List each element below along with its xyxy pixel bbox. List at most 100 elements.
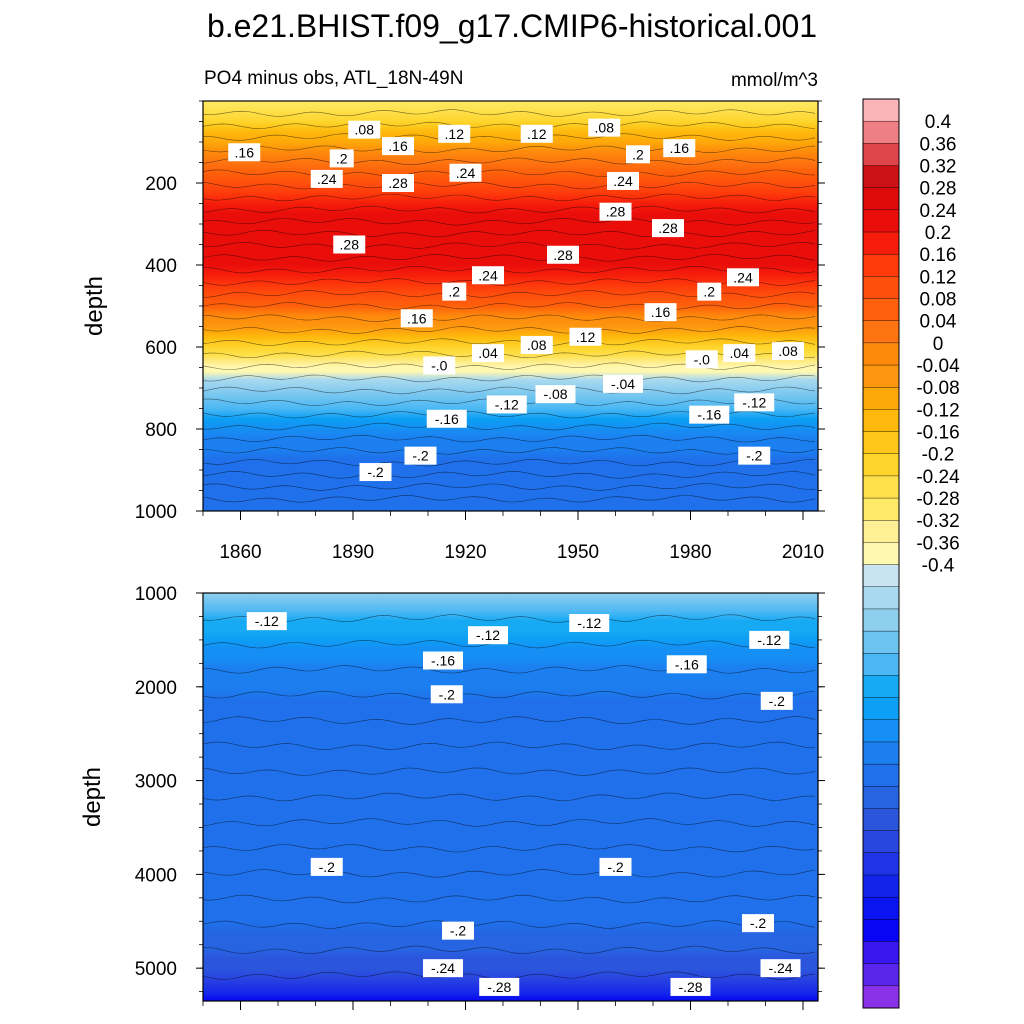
- contour-label-box: [772, 342, 804, 361]
- contour-label-text: .12: [527, 126, 547, 142]
- contour-label-box: [569, 614, 610, 633]
- contour-label-box: [468, 626, 508, 645]
- colorbar-label: -0.24: [916, 467, 960, 488]
- contour-label: -.2: [310, 857, 343, 876]
- colorbar-swatch: [862, 675, 900, 699]
- contour-label-box: [663, 139, 696, 158]
- colorbar-swatch: [862, 253, 900, 277]
- contour-label-box: [382, 137, 414, 156]
- contour-label-text: -.2: [450, 923, 467, 939]
- contour-line: [203, 133, 816, 141]
- lower-panel: -.12 -.12 -.12 -.12 -.16 -.16 -.2 -.2 -.2 -.2 -.2 -…: [79, 584, 825, 1010]
- colorbar-swatches: [862, 98, 900, 1009]
- contour-label-text: -.04: [611, 376, 635, 392]
- contour-label-box: [607, 171, 639, 190]
- contour-line: [203, 690, 816, 700]
- contour-label-text: .08: [595, 120, 615, 136]
- contour-line: [203, 471, 816, 479]
- contour-label: -.08: [535, 385, 576, 404]
- colorbar-label: 0.12: [920, 267, 957, 288]
- colorbar-label: 0.24: [920, 201, 957, 222]
- colorbar-swatch: [862, 697, 900, 721]
- colorbar-swatch: [862, 653, 900, 676]
- contour-label-text: .2: [632, 146, 644, 162]
- colorbar-swatch: [862, 497, 900, 521]
- colorbar-swatch: [862, 630, 900, 654]
- contour-label-box: [423, 651, 463, 670]
- contour-label-text: -.2: [769, 693, 786, 709]
- contour-label-box: [438, 124, 471, 143]
- colorbar-label: -0.2: [922, 445, 955, 466]
- contour-label: -.2: [442, 921, 474, 940]
- contour-line: [203, 302, 816, 310]
- colorbar-swatch: [862, 453, 900, 477]
- contour-label-text: -.2: [746, 448, 763, 464]
- contour-label-text: .16: [407, 310, 427, 326]
- contour-label-box: [348, 120, 381, 139]
- colorbar-label: 0.28: [920, 179, 957, 200]
- colorbar-swatch: [862, 763, 900, 787]
- contour-label-text: .12: [445, 126, 465, 142]
- lower-contour-lines: [203, 614, 816, 980]
- colorbar-swatch: [862, 963, 900, 987]
- contour-label-box: [742, 914, 774, 933]
- contour-label: .2: [697, 282, 722, 301]
- lower-plot-area: [203, 593, 818, 1001]
- colorbar-swatch: [862, 520, 900, 543]
- x-tick-label: 1980: [669, 542, 711, 563]
- contour-label: -.2: [359, 463, 392, 482]
- contour-label-box: [588, 118, 621, 137]
- contour-label-box: [685, 350, 718, 369]
- upper-y-axis-label: depth: [81, 276, 108, 336]
- upper-contour-labels: .08 .16 .16 .12 .12 .08 .16 .2 .2 .24 .28 .24 .24 .28…: [228, 118, 804, 482]
- units-label: mmol/m^3: [731, 70, 818, 91]
- lower-y-axis-label: depth: [79, 767, 106, 827]
- contour-line: [203, 614, 816, 623]
- colorbar-swatch: [862, 342, 900, 366]
- contour-label-box: [520, 124, 553, 143]
- contour-label-text: .2: [703, 284, 715, 300]
- colorbar-swatch: [862, 564, 900, 588]
- contour-label-text: -.24: [431, 960, 455, 976]
- colorbar-label: 0.16: [920, 245, 957, 266]
- contour-label: -.0: [685, 350, 718, 369]
- upper-plot-area: [203, 101, 818, 511]
- colorbar-swatch: [862, 231, 900, 255]
- contour-line: [203, 716, 816, 725]
- contour-label: .08: [772, 342, 804, 361]
- contour-label-text: -.24: [768, 960, 792, 976]
- contour-label-box: [246, 612, 287, 631]
- contour-label-box: [479, 977, 520, 996]
- contour-label-text: -.12: [476, 627, 500, 643]
- contour-label: -.12: [734, 393, 775, 412]
- contour-label-text: .24: [733, 269, 753, 285]
- contour-label-text: -.28: [678, 979, 702, 995]
- contour-label-text: .24: [456, 165, 476, 181]
- contour-label: -.28: [670, 977, 711, 996]
- contour-label-box: [472, 266, 504, 285]
- colorbar-label: 0.04: [920, 312, 957, 333]
- contour-label-box: [535, 385, 576, 404]
- contour-label-box: [670, 977, 711, 996]
- colorbar-swatch: [862, 298, 900, 322]
- contour-label-text: .2: [336, 150, 348, 166]
- contour-label-text: .28: [606, 204, 626, 220]
- colorbar-label: 0.36: [920, 134, 957, 155]
- contour-line: [203, 665, 816, 674]
- y-tick-label: 3000: [135, 772, 177, 793]
- panel-subtitle: PO4 minus obs, ATL_18N-49N: [204, 68, 463, 89]
- contour-label-text: -.2: [319, 859, 336, 875]
- contour-line: [203, 193, 816, 202]
- contour-label-text: .16: [235, 144, 255, 160]
- contour-label-box: [652, 219, 684, 238]
- contour-label-box: [644, 303, 677, 322]
- contour-line: [203, 326, 816, 334]
- contour-label: .12: [520, 124, 553, 143]
- contour-label: .12: [569, 327, 602, 346]
- contour-label-box: [430, 685, 463, 704]
- contour-label: .2: [442, 282, 467, 301]
- contour-label-box: [310, 169, 343, 188]
- contour-line: [203, 818, 816, 827]
- contour-label-box: [228, 143, 261, 162]
